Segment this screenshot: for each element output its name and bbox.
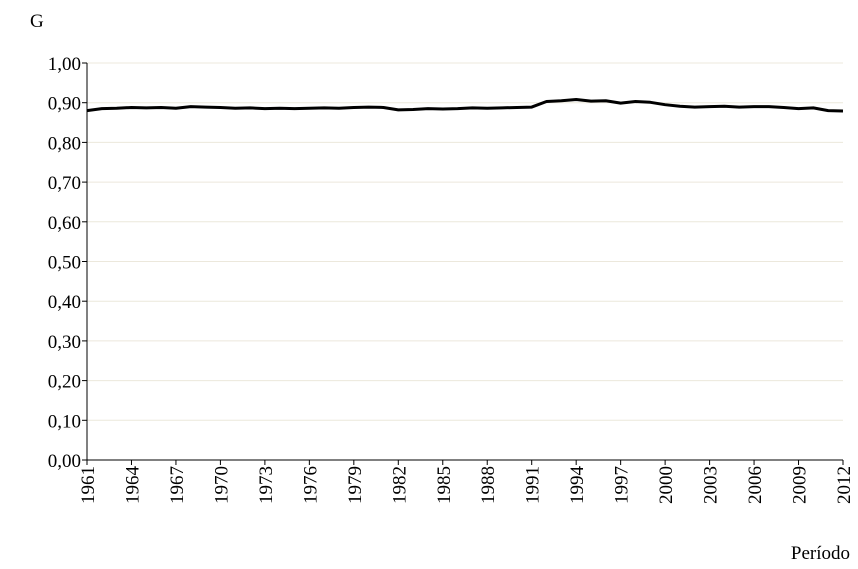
y-tick-label: 0,20 — [48, 372, 81, 393]
x-tick-label: 2000 — [656, 466, 677, 504]
y-tick-label: 0,90 — [48, 94, 81, 115]
y-tick-label: 0,30 — [48, 332, 81, 353]
y-tick-label: 1,00 — [48, 54, 81, 75]
x-tick-label: 1979 — [345, 466, 366, 504]
x-tick-label: 2006 — [745, 466, 766, 504]
x-tick-label: 1964 — [122, 466, 143, 505]
y-tick-label: 0,40 — [48, 292, 81, 313]
y-tick-label: 0,10 — [48, 411, 81, 432]
y-axis-label: G — [30, 11, 44, 32]
x-tick-label: 1970 — [211, 466, 232, 504]
x-axis-label: Período — [791, 543, 850, 564]
x-tick-label: 1973 — [256, 466, 277, 504]
x-tick-label: 1982 — [389, 466, 410, 504]
y-tick-label: 0,60 — [48, 213, 81, 234]
x-tick-label: 1967 — [167, 466, 188, 504]
data-line — [86, 98, 844, 113]
x-tick-label: 1961 — [78, 466, 99, 504]
x-tick-label: 1985 — [434, 466, 455, 504]
x-tick-label: 1994 — [567, 466, 588, 505]
y-tick-label: 0,50 — [48, 253, 81, 274]
x-tick-label: 1976 — [300, 466, 321, 504]
x-tick-label: 1997 — [612, 466, 633, 504]
x-tick-label: 1988 — [478, 466, 499, 504]
x-tick-label: 1991 — [523, 466, 544, 504]
x-tick-label: 2009 — [790, 466, 811, 504]
y-tick-label: 0,70 — [48, 173, 81, 194]
x-tick-label: 2012 — [834, 466, 855, 504]
y-tick-label: 0,00 — [48, 451, 81, 472]
x-tick-label: 2003 — [701, 466, 722, 504]
y-tick-label: 0,80 — [48, 133, 81, 154]
